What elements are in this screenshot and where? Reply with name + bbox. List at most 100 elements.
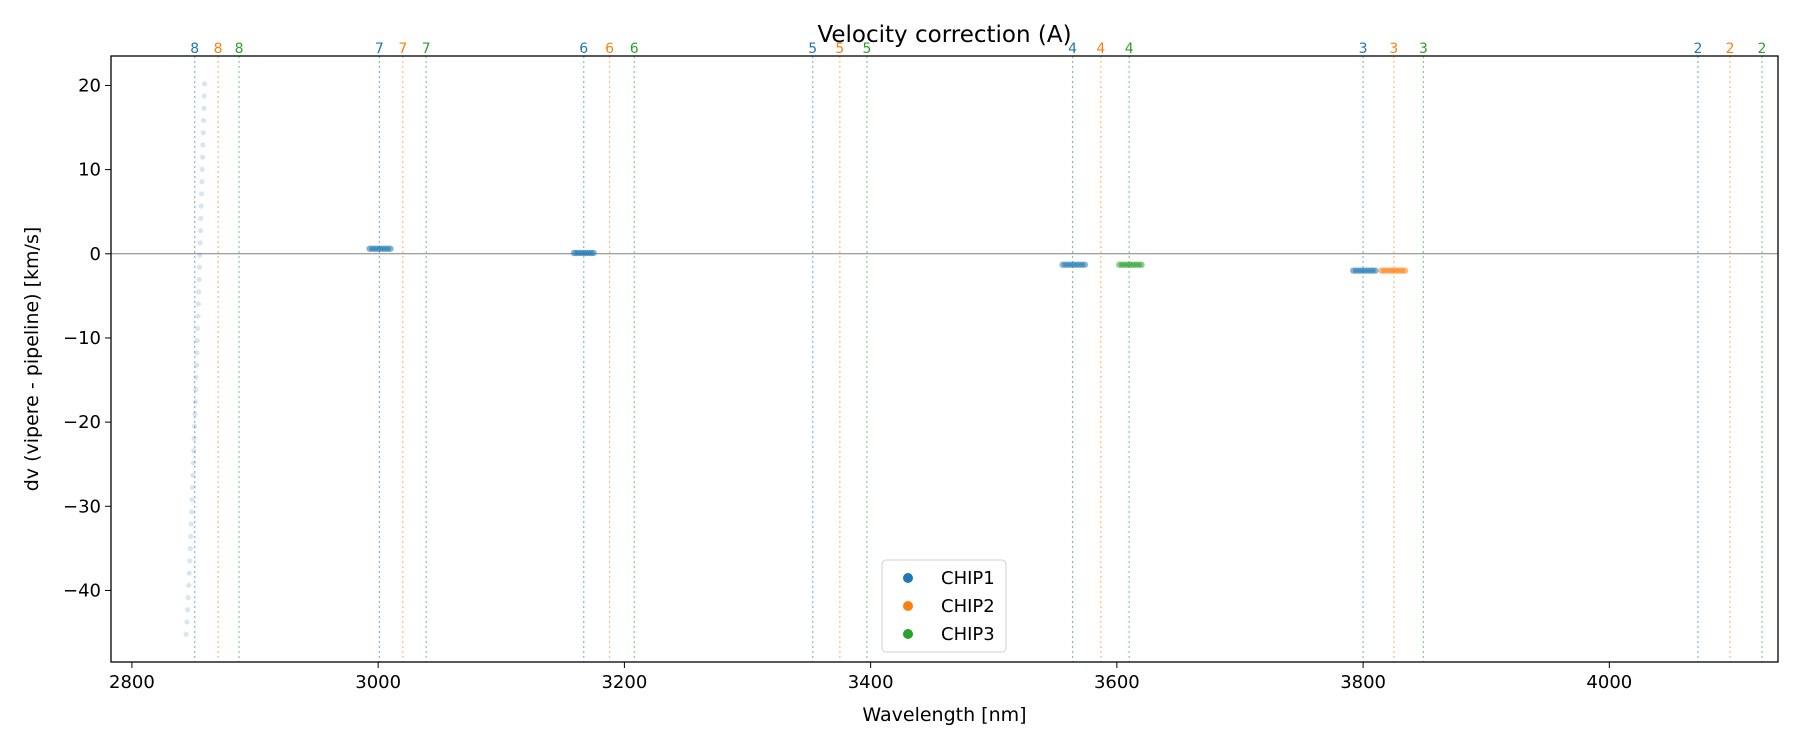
order-label: 8 [235, 41, 244, 57]
data-point [201, 105, 207, 111]
legend-label: CHIP1 [941, 568, 995, 589]
legend-marker [903, 601, 913, 611]
data-point [1081, 261, 1089, 268]
data-point [192, 411, 198, 417]
legend-marker [903, 629, 913, 639]
data-point [194, 338, 200, 344]
data-point [187, 545, 193, 552]
plot-frame [110, 55, 1779, 663]
y-tick-label: 0 [90, 244, 101, 265]
order-label: 2 [1694, 41, 1703, 57]
legend-box [881, 559, 1007, 653]
data-point [185, 607, 191, 613]
order-label: 7 [398, 41, 407, 57]
data-point [184, 619, 190, 625]
data-point [198, 215, 204, 221]
data-point [387, 245, 394, 252]
data-point [189, 497, 195, 503]
order-label: 3 [1389, 41, 1398, 57]
data-point [193, 374, 199, 380]
data-point [191, 448, 197, 454]
data-point [198, 191, 205, 197]
data-point [1372, 267, 1379, 274]
data-point [194, 350, 200, 356]
data-point [197, 252, 203, 258]
data-point [193, 386, 199, 393]
data-point [199, 179, 205, 185]
data-point [201, 93, 207, 99]
data-point [190, 472, 196, 478]
data-point [1401, 267, 1409, 274]
y-tick-label: −20 [63, 412, 101, 433]
order-label: 4 [1068, 41, 1077, 57]
data-points [183, 81, 1409, 637]
order-label: 2 [1726, 41, 1735, 57]
data-point [590, 249, 597, 257]
order-label: 8 [214, 41, 223, 57]
order-lines [194, 56, 1763, 662]
data-point [189, 484, 196, 491]
y-tick-label: −10 [63, 328, 101, 349]
x-tick-label: 4000 [1586, 672, 1632, 693]
data-point [191, 423, 198, 429]
x-tick-label: 3400 [848, 672, 894, 693]
data-point [186, 582, 192, 588]
x-tick-label: 3600 [1094, 672, 1140, 693]
data-point [199, 154, 206, 160]
order-label: 6 [579, 41, 588, 57]
data-point [195, 313, 201, 319]
legend-label: CHIP2 [941, 596, 995, 617]
data-point [190, 460, 196, 466]
x-tick-label: 2800 [109, 672, 155, 693]
data-point [189, 509, 195, 515]
y-tick-label: −40 [63, 580, 101, 601]
data-point [196, 264, 203, 270]
order-label: 3 [1359, 41, 1368, 57]
legend: CHIP1 CHIP2 CHIP3 [881, 559, 1007, 653]
x-tick-label: 3200 [601, 672, 647, 693]
x-tick-label: 3000 [355, 672, 401, 693]
order-label: 2 [1758, 41, 1767, 57]
data-point [1138, 261, 1145, 268]
data-point [193, 362, 200, 368]
data-point [192, 399, 198, 405]
y-axis-ticks: 20 10 0 −10 −20 −30 −40 [63, 75, 111, 601]
order-label: 3 [1419, 41, 1428, 57]
data-point [185, 594, 191, 601]
order-label: 7 [375, 41, 384, 57]
data-point [200, 117, 207, 124]
chart-title: Velocity correction (A) [817, 22, 1071, 48]
order-label: 7 [422, 41, 431, 57]
data-point [197, 240, 203, 246]
x-tick-label: 3800 [1340, 672, 1386, 693]
order-label: 8 [190, 41, 199, 57]
data-point [196, 276, 202, 283]
data-point [187, 558, 193, 564]
y-axis-label: dv (vipere - pipeline) [km/s] [21, 227, 43, 492]
data-point [199, 166, 205, 173]
order-label: 4 [1125, 41, 1134, 57]
y-tick-label: 10 [78, 160, 101, 181]
order-label: 5 [835, 41, 844, 57]
data-point [200, 130, 206, 136]
data-point [196, 289, 202, 295]
y-tick-label: −30 [63, 496, 101, 517]
data-point [195, 325, 201, 332]
y-tick-label: 20 [78, 75, 101, 96]
legend-marker [903, 573, 913, 583]
data-point [201, 81, 208, 87]
order-label: 6 [630, 41, 639, 57]
order-label: 5 [862, 41, 871, 57]
data-point [183, 631, 189, 637]
data-point [197, 227, 204, 234]
data-point [186, 570, 192, 576]
data-point [188, 521, 194, 527]
data-point [200, 142, 206, 148]
data-point [198, 203, 204, 209]
order-label: 5 [808, 41, 817, 57]
data-point [195, 301, 201, 307]
data-point [188, 533, 194, 539]
order-label: 6 [605, 41, 614, 57]
